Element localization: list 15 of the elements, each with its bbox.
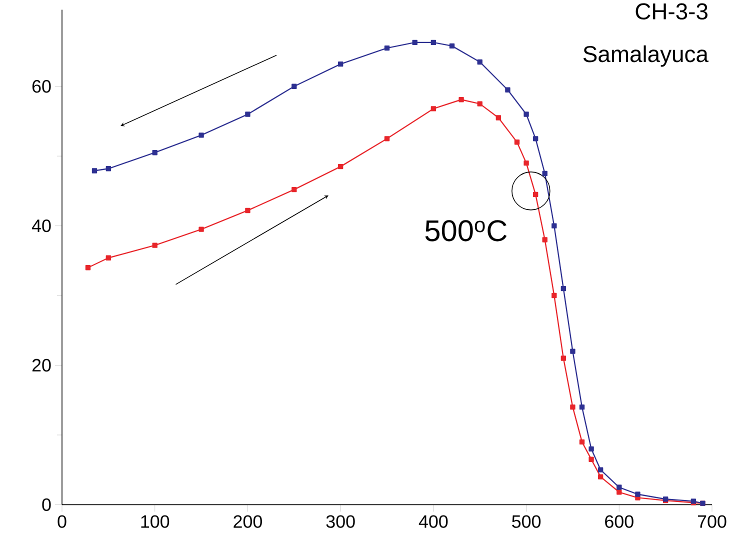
x-tick-label: 500 <box>512 515 541 528</box>
x-tick-label: 200 <box>234 515 262 528</box>
y-tick-label: 40 <box>32 220 51 232</box>
x-tick-label: 100 <box>141 515 170 528</box>
y-tick-label: 0 <box>42 498 51 512</box>
annotation: 500$^{o}$C <box>425 220 507 242</box>
x-tick-label: 600 <box>605 515 634 528</box>
y-tick-label: 20 <box>32 359 51 372</box>
annotation: CH-3-3 <box>636 3 708 20</box>
x-tick-label: 0 <box>58 515 66 528</box>
x-tick-label: 300 <box>326 515 355 528</box>
annotation: Samalayuca <box>583 46 708 67</box>
x-tick-label: 400 <box>418 515 448 528</box>
y-tick-label: 60 <box>32 80 51 93</box>
x-tick-label: 700 <box>698 515 726 528</box>
